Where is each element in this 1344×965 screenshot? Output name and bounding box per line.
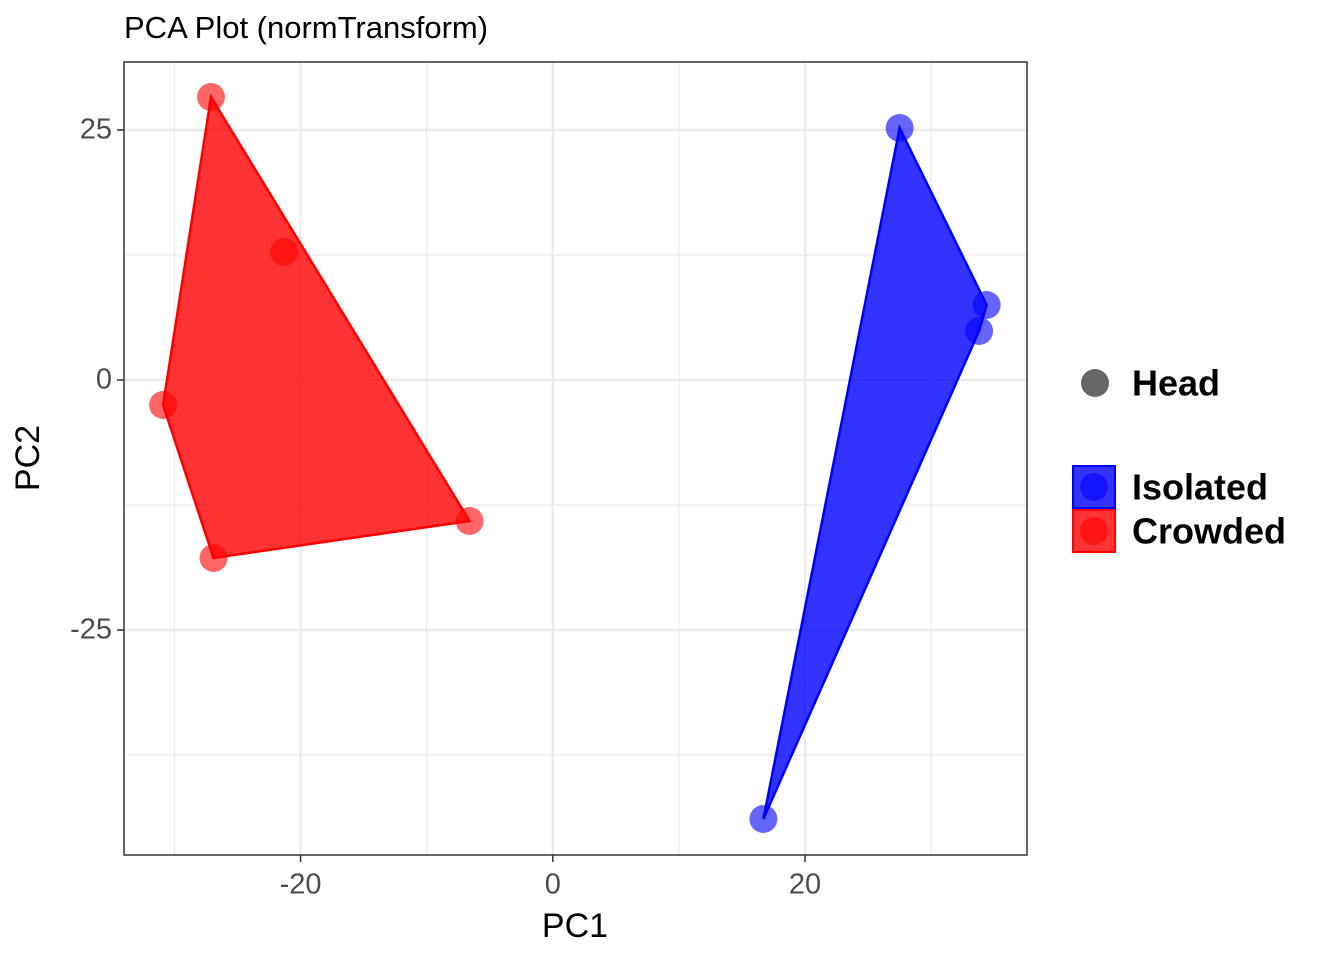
panel-border	[123, 61, 1028, 856]
point	[149, 391, 178, 419]
x-tick-label: 20	[789, 869, 821, 901]
legend-key-point	[1080, 517, 1108, 545]
point	[885, 114, 914, 142]
point	[197, 83, 226, 111]
point	[749, 805, 778, 833]
y-tick-label: -25	[70, 614, 112, 646]
x-axis-label: PC1	[542, 907, 608, 945]
x-tick-label: -20	[280, 869, 322, 901]
point	[270, 238, 299, 266]
legend-key-point	[1080, 473, 1108, 501]
y-axis-label: PC2	[9, 425, 47, 491]
hull	[161, 93, 472, 560]
hull	[762, 124, 988, 820]
legend-shape-key	[1081, 369, 1109, 397]
y-tick-label: 0	[96, 364, 112, 396]
point	[972, 291, 1001, 319]
point	[199, 544, 228, 572]
legend-label: Isolated	[1132, 467, 1268, 508]
legend-shape-label: Head	[1132, 363, 1220, 404]
legend-label: Crowded	[1132, 511, 1286, 552]
point	[455, 507, 484, 535]
point	[965, 317, 994, 345]
chart-title: PCA Plot (normTransform)	[124, 10, 488, 45]
y-tick-label: 25	[80, 114, 112, 146]
x-tick-label: 0	[545, 869, 561, 901]
